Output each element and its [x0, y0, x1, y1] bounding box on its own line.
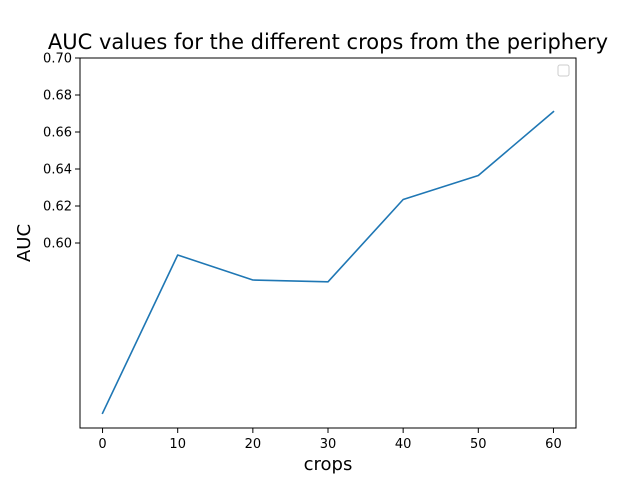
y-axis: 0.60 0.62 0.64 0.66 0.68 0.70 — [43, 52, 80, 252]
x-axis-label: crops — [304, 454, 353, 475]
series-layer — [101, 110, 555, 415]
y-tick-label-2: 0.64 — [43, 163, 72, 178]
legend — [557, 64, 570, 77]
x-tick-label-5: 50 — [470, 437, 487, 452]
x-tick-label-0: 0 — [98, 437, 106, 452]
y-tick-label-3: 0.66 — [43, 126, 72, 141]
x-tick-label-2: 20 — [245, 437, 262, 452]
y-tick-label-4: 0.68 — [43, 89, 72, 104]
plot-area — [79, 57, 577, 429]
x-tick-label-6: 60 — [545, 437, 562, 452]
x-tick-label-4: 40 — [395, 437, 412, 452]
x-tick-label-3: 30 — [320, 437, 337, 452]
plot-frame — [79, 57, 577, 429]
series-line-0 — [101, 110, 555, 415]
legend-box — [557, 64, 570, 77]
x-axis: 0 10 20 30 40 50 60 — [98, 428, 562, 452]
chart-title: AUC values for the different crops from … — [48, 30, 608, 54]
y-tick-label-5: 0.70 — [43, 52, 72, 67]
y-axis-label: AUC — [14, 224, 35, 262]
y-tick-label-0: 0.60 — [43, 237, 72, 252]
x-tick-label-1: 10 — [169, 437, 186, 452]
y-tick-label-1: 0.62 — [43, 200, 72, 215]
